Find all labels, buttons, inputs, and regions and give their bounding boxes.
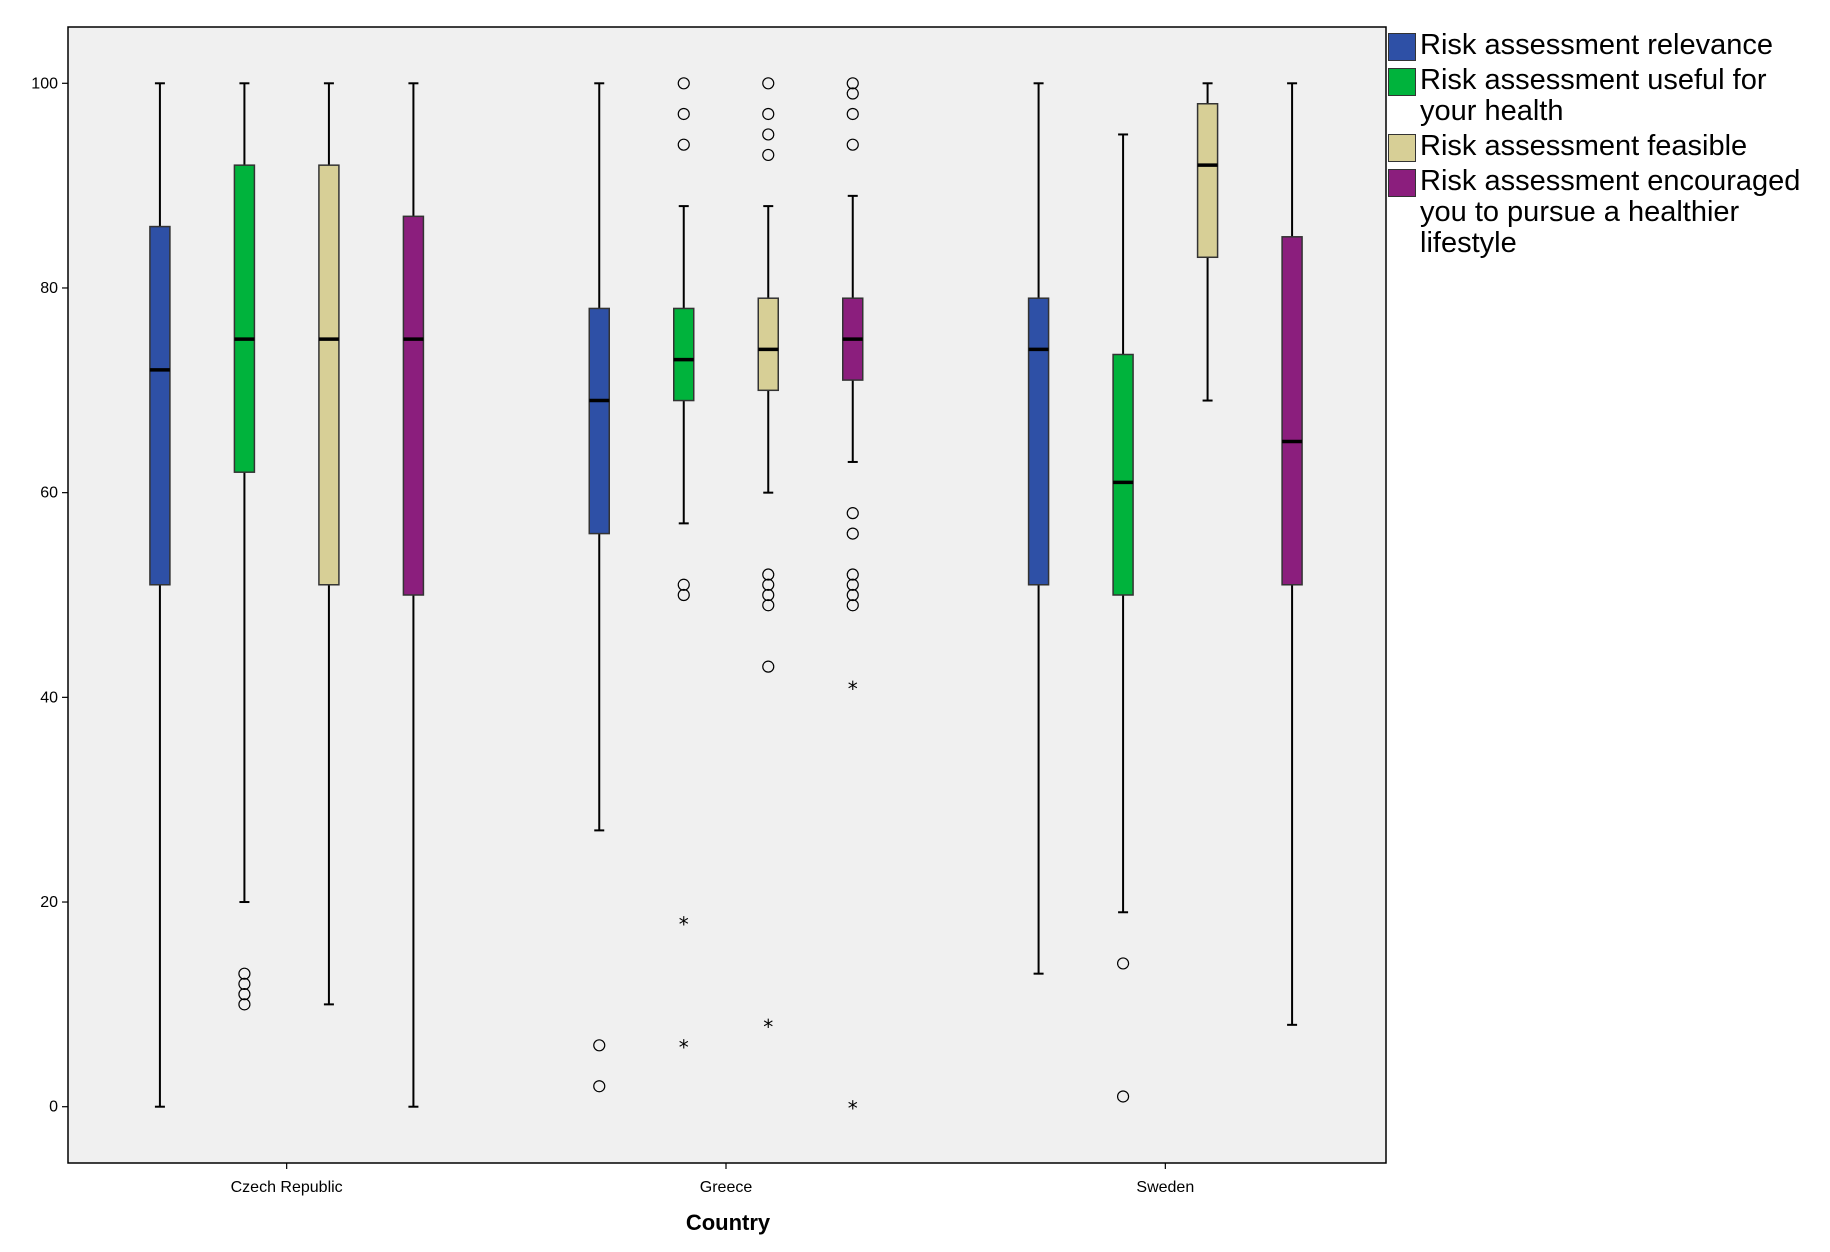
y-tick-label: 100 [31, 75, 58, 92]
outlier-point [762, 128, 775, 141]
x-tick-label-greece: Greece [700, 1179, 753, 1196]
box-czech-republic-4 [402, 82, 425, 1108]
outlier-point [677, 107, 690, 121]
outlier-point [1116, 1090, 1130, 1103]
legend: Risk assessment relevance Risk assessment… [1388, 30, 1828, 263]
outlier-point [762, 599, 775, 612]
y-tick-label: 80 [40, 280, 58, 297]
outlier-point [762, 578, 775, 591]
outlier-point [846, 107, 859, 121]
outlier-point [677, 578, 690, 591]
box-sweden-2 [1112, 133, 1134, 1103]
box-iqr [588, 307, 610, 535]
outlier-point [238, 967, 251, 980]
y-tick-label: 60 [40, 485, 58, 502]
outlier-point [846, 588, 859, 602]
extreme-point: * [763, 1015, 773, 1039]
outlier-point [846, 599, 859, 612]
outlier-point [677, 138, 690, 151]
outlier-point [677, 77, 690, 90]
outlier-point [593, 1080, 606, 1093]
box-iqr [1196, 103, 1219, 259]
box-greece-3: * [757, 77, 779, 1039]
box-iqr [1112, 353, 1134, 596]
outlier-point [1116, 957, 1130, 970]
box-iqr [233, 164, 256, 473]
box-czech-republic-1 [149, 82, 171, 1108]
outlier-point [762, 77, 775, 90]
legend-label: Risk assessment relevance [1420, 29, 1773, 61]
box-sweden-4 [1281, 82, 1303, 1026]
outlier-point [238, 977, 251, 991]
box-iqr [402, 215, 425, 596]
box-iqr [1027, 297, 1050, 586]
outlier-point [846, 507, 859, 520]
x-axis-title: Country [686, 1210, 771, 1235]
box-iqr [673, 307, 695, 402]
box-sweden-3 [1196, 82, 1219, 402]
outlier-point [846, 138, 859, 151]
outlier-point [593, 1039, 606, 1052]
y-tick-label: 20 [40, 894, 58, 911]
box-czech-republic-3 [318, 82, 340, 1006]
legend-item-4: Risk assessment encouraged you to pursue… [1388, 166, 1828, 259]
outlier-point [846, 578, 859, 591]
outlier-point [762, 148, 775, 162]
x-tick-label-czech-republic: Czech Republic [231, 1179, 343, 1196]
y-tick-label: 0 [49, 1099, 58, 1116]
box-iqr [318, 164, 340, 586]
box-iqr [149, 225, 171, 586]
outlier-point [238, 998, 251, 1011]
extreme-point: * [679, 1035, 689, 1059]
outlier-point [846, 77, 859, 90]
outlier-point [762, 107, 775, 121]
outlier-point [846, 568, 859, 581]
box-greece-4: ** [842, 77, 864, 1121]
box-iqr [1281, 236, 1303, 586]
outlier-point [677, 588, 690, 602]
legend-swatch [1388, 68, 1416, 96]
outlier-point [762, 588, 775, 602]
outlier-point [762, 568, 775, 581]
legend-swatch [1388, 169, 1416, 197]
box-greece-1 [588, 82, 610, 1093]
legend-item-2: Risk assessment useful for your health [1388, 65, 1828, 127]
x-tick-label-sweden: Sweden [1136, 1179, 1194, 1196]
extreme-point: * [848, 677, 858, 701]
outlier-point [238, 988, 251, 1001]
outlier-point [846, 87, 859, 100]
y-tick-label: 40 [40, 689, 58, 706]
legend-item-1: Risk assessment relevance [1388, 30, 1828, 61]
box-sweden-1 [1027, 82, 1050, 975]
box-czech-republic-2 [233, 82, 256, 1011]
plot-area [67, 26, 1387, 1164]
outlier-point [846, 527, 859, 540]
legend-item-3: Risk assessment feasible [1388, 131, 1828, 162]
box-iqr [757, 297, 779, 392]
extreme-point: * [848, 1097, 858, 1121]
legend-swatch [1388, 33, 1416, 61]
outlier-point [762, 660, 775, 673]
legend-label: Risk assessment encouraged you to pursue… [1420, 165, 1801, 259]
legend-label: Risk assessment useful for your health [1420, 64, 1767, 127]
extreme-point: * [679, 912, 689, 936]
box-greece-2: ** [673, 77, 695, 1059]
legend-swatch [1388, 134, 1416, 162]
legend-label: Risk assessment feasible [1420, 130, 1748, 162]
